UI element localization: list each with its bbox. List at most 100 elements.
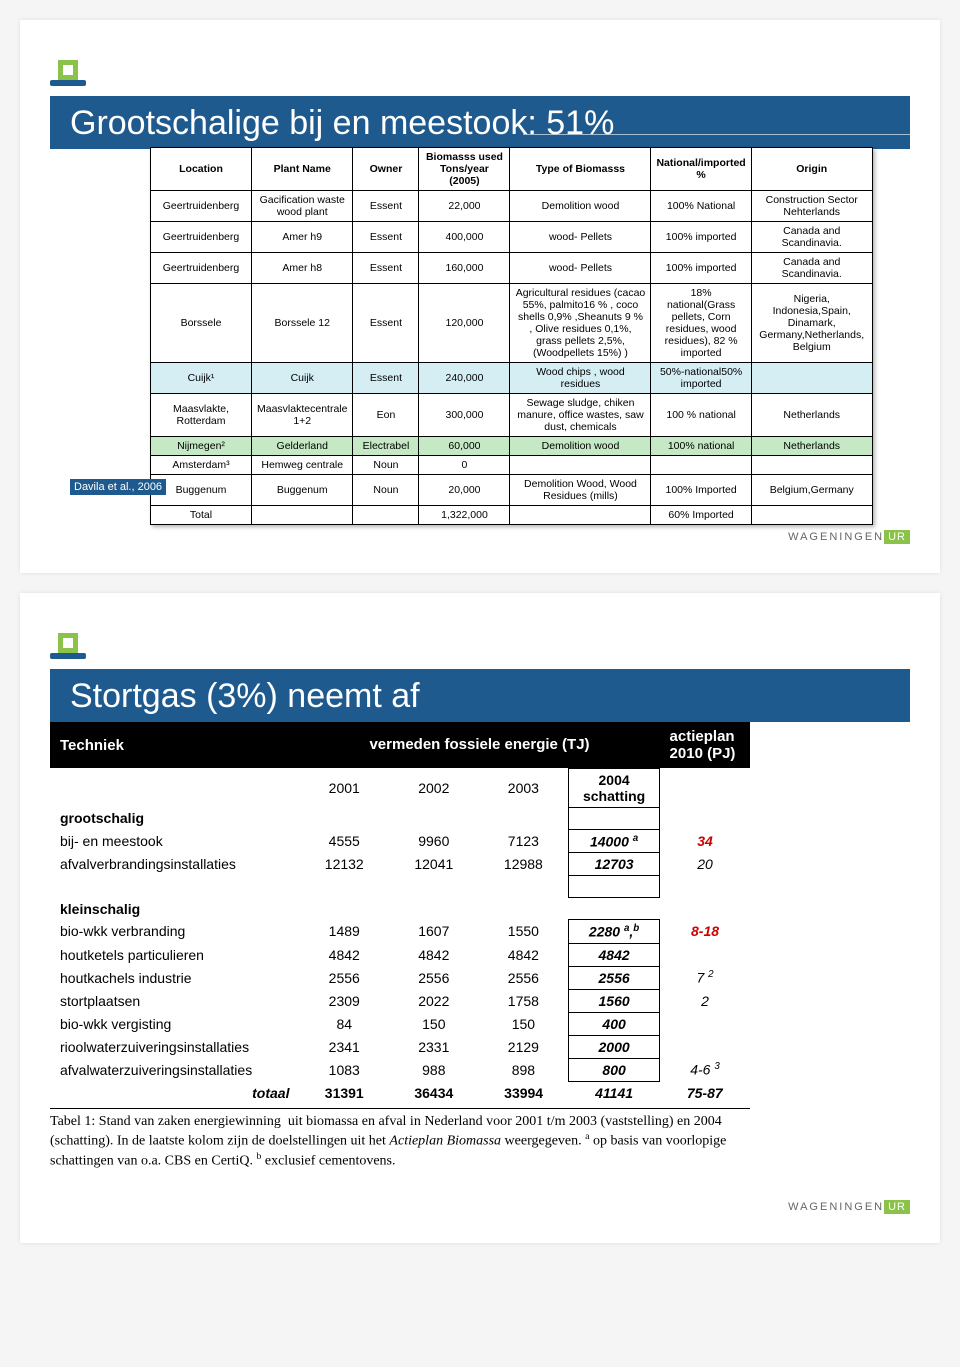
t2-cell-plan — [660, 1012, 750, 1035]
table-row: Amsterdam³Hemweg centraleNoun0 — [151, 456, 873, 475]
table-cell: Essent — [353, 253, 419, 284]
t2-cell-2004: 1560 — [569, 989, 660, 1012]
col-plant: Plant Name — [252, 148, 353, 191]
t2-cell: 988 — [389, 1058, 479, 1081]
t2-cell: 12132 — [299, 853, 389, 876]
t2-cell: 4555 — [299, 829, 389, 853]
t2-data-row: afvalverbrandingsinstallaties1213212041 1… — [50, 853, 750, 876]
table-cell: Sewage sludge, chiken manure, office was… — [510, 394, 651, 437]
table-cell: Amer h9 — [252, 222, 353, 253]
table-cell — [510, 456, 651, 475]
table-cell: Amsterdam³ — [151, 456, 252, 475]
t2-year-2003: 2003 — [479, 768, 569, 807]
t2-total-label: totaal — [50, 1081, 299, 1104]
t2-row-label: afvalverbrandingsinstallaties — [50, 853, 299, 876]
slide1-title: Grootschalige bij en meestook: 51% — [70, 104, 614, 142]
table-cell: Netherlands — [751, 394, 872, 437]
t2-cell: 150 — [479, 1012, 569, 1035]
slide2-caption: Tabel 1: Stand van zaken energiewinning … — [50, 1108, 750, 1171]
t2-data-row: stortplaatsen23092022175815602 — [50, 989, 750, 1012]
t2-cell: 898 — [479, 1058, 569, 1081]
t2-cell: 84 — [299, 1012, 389, 1035]
t2-cell: 1607 — [389, 920, 479, 944]
t2-cell: 4842 — [389, 943, 479, 966]
col-location: Location — [151, 148, 252, 191]
table-cell: Geertruidenberg — [151, 222, 252, 253]
t2-years-row: 2001 2002 2003 2004 schatting — [50, 768, 750, 807]
table-cell: Netherlands — [751, 437, 872, 456]
t2-row-label: houtkachels industrie — [50, 966, 299, 989]
t2-cell: 2556 — [299, 966, 389, 989]
table-cell: 120,000 — [419, 284, 510, 363]
t2-cell-2004: 800 — [569, 1058, 660, 1081]
t2-cell: 2341 — [299, 1035, 389, 1058]
table-cell: Agricultural residues (cacao 55%, palmit… — [510, 284, 651, 363]
t2-cell-2004: 400 — [569, 1012, 660, 1035]
table-row: Nijmegen²GelderlandElectrabel60,000Demol… — [151, 437, 873, 456]
t2-header-row: Techniek vermeden fossiele energie (TJ) … — [50, 722, 750, 768]
footer-logo: WAGENINGENUR — [50, 531, 910, 543]
t2-cell: 12041 — [389, 853, 479, 876]
table-cell: Amer h8 — [252, 253, 353, 284]
table-cell: Canada and Scandinavia. — [751, 222, 872, 253]
table-cell: wood- Pellets — [510, 222, 651, 253]
table-cell: 22,000 — [419, 191, 510, 222]
table-cell — [751, 363, 872, 394]
table-cell: 0 — [419, 456, 510, 475]
t2-data-row: bio-wkk vergisting84150150400 — [50, 1012, 750, 1035]
table-cell: 60% Imported — [651, 506, 751, 525]
t2-cell-plan: 4-6 3 — [660, 1058, 750, 1081]
t2-section-label: kleinschalig — [50, 898, 299, 920]
t2-cell: 2022 — [389, 989, 479, 1012]
energy-table: Techniek vermeden fossiele energie (TJ) … — [50, 722, 750, 1104]
t2-row-label: bio-wkk vergisting — [50, 1012, 299, 1035]
t2-cell: 4842 — [479, 943, 569, 966]
wageningen-logo-icon — [50, 60, 86, 88]
table-cell: Nigeria, Indonesia,Spain, Dinamark, Germ… — [751, 284, 872, 363]
t2-row-label: rioolwaterzuiveringsinstallaties — [50, 1035, 299, 1058]
table-cell: 100% Imported — [651, 475, 751, 506]
t2-data-row: afvalwaterzuiveringsinstallaties10839888… — [50, 1058, 750, 1081]
t2-cell-plan — [660, 943, 750, 966]
t2-cell-2004: 12703 — [569, 853, 660, 876]
table-cell: Hemweg centrale — [252, 456, 353, 475]
t2-year-2004: 2004 schatting — [569, 768, 660, 807]
table-cell: Essent — [353, 222, 419, 253]
t2-cell-plan: 7 2 — [660, 966, 750, 989]
t2-header-mid: vermeden fossiele energie (TJ) — [299, 722, 659, 768]
table-cell: Eon — [353, 394, 419, 437]
table-cell: Demolition wood — [510, 191, 651, 222]
table-cell: 18% national(Grass pellets, Corn residue… — [651, 284, 751, 363]
t2-cell: 2309 — [299, 989, 389, 1012]
table-cell: 300,000 — [419, 394, 510, 437]
t2-cell: 150 — [389, 1012, 479, 1035]
t2-cell: 2556 — [389, 966, 479, 989]
table-header-row: Location Plant Name Owner Biomasss used … — [151, 148, 873, 191]
table-row: Cuijk¹CuijkEssent240,000Wood chips , woo… — [151, 363, 873, 394]
table-cell: Borssele 12 — [252, 284, 353, 363]
table-cell — [252, 506, 353, 525]
table-cell: Canada and Scandinavia. — [751, 253, 872, 284]
table-cell — [353, 506, 419, 525]
t2-cell-2004: 2556 — [569, 966, 660, 989]
col-type: Type of Biomasss — [510, 148, 651, 191]
table-cell: 160,000 — [419, 253, 510, 284]
t2-total-plan: 75-87 — [660, 1081, 750, 1104]
t2-header-tech: Techniek — [50, 722, 299, 768]
table-cell: Cuijk¹ — [151, 363, 252, 394]
t2-cell: 2129 — [479, 1035, 569, 1058]
table-cell: 400,000 — [419, 222, 510, 253]
t2-row-label: bio-wkk verbranding — [50, 920, 299, 944]
table-row: Maasvlakte, RotterdamMaasvlaktecentrale … — [151, 394, 873, 437]
biomass-plants-table: Location Plant Name Owner Biomasss used … — [150, 147, 873, 525]
footer-ur: UR — [884, 530, 910, 544]
t2-section-row: grootschalig — [50, 807, 750, 829]
table-cell: Gacification waste wood plant — [252, 191, 353, 222]
table-cell: Belgium,Germany — [751, 475, 872, 506]
table-cell — [751, 456, 872, 475]
t2-year-2001: 2001 — [299, 768, 389, 807]
t2-data-row: bio-wkk verbranding1489160715502280 a,b8… — [50, 920, 750, 944]
table-cell: 100% imported — [651, 253, 751, 284]
table-cell: Noun — [353, 456, 419, 475]
t2-cell: 1489 — [299, 920, 389, 944]
